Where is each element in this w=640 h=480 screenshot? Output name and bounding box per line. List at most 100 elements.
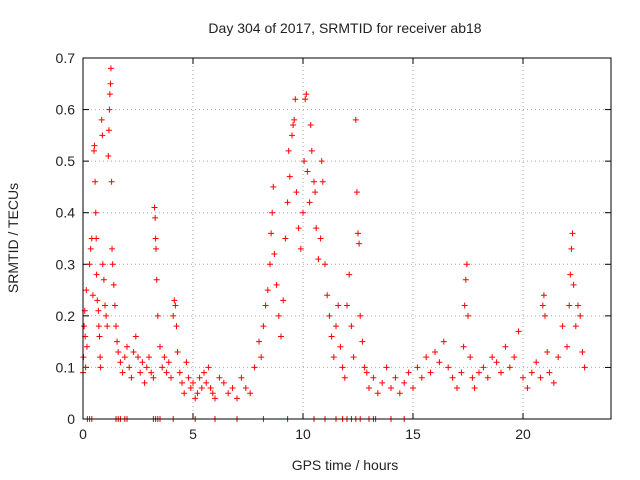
data-point bbox=[185, 374, 192, 381]
data-point bbox=[577, 312, 584, 319]
y-tick-label: 0.7 bbox=[56, 50, 76, 66]
data-point bbox=[463, 261, 470, 268]
data-point bbox=[81, 323, 88, 330]
data-point bbox=[105, 127, 112, 134]
data-point bbox=[176, 369, 183, 376]
data-point bbox=[493, 359, 500, 366]
data-point bbox=[103, 312, 110, 319]
data-point bbox=[114, 338, 121, 345]
data-point bbox=[581, 364, 588, 371]
data-point bbox=[203, 379, 210, 386]
data-point bbox=[238, 374, 245, 381]
data-point bbox=[520, 374, 526, 381]
data-point bbox=[94, 297, 101, 304]
data-point bbox=[550, 379, 557, 386]
data-point bbox=[172, 302, 179, 309]
chart-title: Day 304 of 2017, SRMTID for receiver ab1… bbox=[208, 20, 481, 36]
data-point bbox=[333, 323, 339, 330]
data-point bbox=[524, 385, 531, 392]
data-point bbox=[97, 354, 104, 361]
data-point bbox=[170, 312, 177, 319]
data-point bbox=[427, 369, 434, 376]
data-point bbox=[579, 348, 586, 355]
data-point bbox=[286, 173, 293, 180]
data-point bbox=[107, 65, 114, 72]
data-point bbox=[106, 106, 113, 113]
data-point bbox=[194, 390, 201, 397]
data-point bbox=[95, 323, 102, 330]
data-point bbox=[379, 379, 386, 386]
data-point bbox=[311, 178, 317, 185]
x-tick-labels: 0 5 10 15 20 bbox=[79, 426, 531, 442]
data-point bbox=[555, 354, 562, 361]
data-points bbox=[80, 65, 588, 422]
data-point bbox=[100, 276, 107, 283]
data-point bbox=[157, 343, 163, 350]
data-point bbox=[511, 354, 518, 361]
data-point bbox=[326, 312, 333, 319]
data-point bbox=[461, 302, 468, 309]
data-point bbox=[234, 395, 240, 402]
data-point bbox=[542, 312, 548, 319]
data-point bbox=[405, 369, 412, 376]
data-point bbox=[301, 158, 308, 165]
data-point bbox=[328, 333, 335, 340]
data-point bbox=[454, 385, 460, 392]
data-point bbox=[93, 235, 100, 242]
data-point bbox=[533, 359, 540, 366]
data-point bbox=[105, 152, 112, 159]
data-point bbox=[163, 369, 170, 376]
data-point bbox=[225, 390, 232, 397]
x-tick-label: 0 bbox=[79, 426, 87, 442]
data-point bbox=[190, 379, 196, 386]
data-point bbox=[361, 364, 368, 371]
data-point bbox=[383, 364, 390, 371]
data-point bbox=[273, 281, 280, 288]
data-point bbox=[229, 385, 236, 392]
data-point bbox=[173, 323, 180, 330]
data-point bbox=[86, 261, 93, 268]
data-point bbox=[128, 374, 135, 381]
data-point bbox=[317, 235, 324, 242]
data-point bbox=[396, 390, 403, 397]
data-point bbox=[337, 343, 344, 350]
data-point bbox=[476, 369, 482, 376]
data-point bbox=[388, 385, 394, 392]
data-point bbox=[174, 348, 181, 355]
x-axis-label: GPS time / hours bbox=[292, 457, 399, 473]
data-point bbox=[153, 245, 160, 252]
data-point bbox=[96, 333, 103, 340]
data-point bbox=[291, 116, 298, 123]
data-point bbox=[99, 261, 106, 268]
data-point bbox=[363, 369, 370, 376]
data-point bbox=[306, 199, 313, 206]
data-point bbox=[256, 338, 262, 345]
data-point bbox=[502, 343, 509, 350]
data-point bbox=[192, 395, 199, 402]
data-point bbox=[106, 91, 113, 98]
data-point bbox=[269, 209, 276, 216]
data-point bbox=[280, 297, 287, 304]
data-point bbox=[318, 158, 325, 165]
data-point bbox=[92, 209, 99, 216]
data-point bbox=[460, 343, 467, 350]
data-point bbox=[107, 80, 114, 87]
data-point bbox=[414, 364, 421, 371]
data-point bbox=[569, 230, 576, 237]
data-point bbox=[353, 189, 360, 196]
data-point bbox=[282, 235, 289, 242]
data-point bbox=[201, 369, 207, 376]
data-point bbox=[335, 302, 342, 309]
data-point bbox=[410, 385, 416, 392]
data-point bbox=[423, 354, 430, 361]
data-point bbox=[344, 302, 350, 309]
data-point bbox=[187, 385, 194, 392]
data-point bbox=[572, 323, 579, 330]
data-point bbox=[489, 354, 496, 361]
data-point bbox=[458, 369, 465, 376]
data-point bbox=[179, 379, 185, 386]
data-point bbox=[137, 369, 144, 376]
data-point bbox=[242, 385, 249, 392]
data-point bbox=[564, 343, 570, 350]
data-point bbox=[304, 168, 311, 175]
